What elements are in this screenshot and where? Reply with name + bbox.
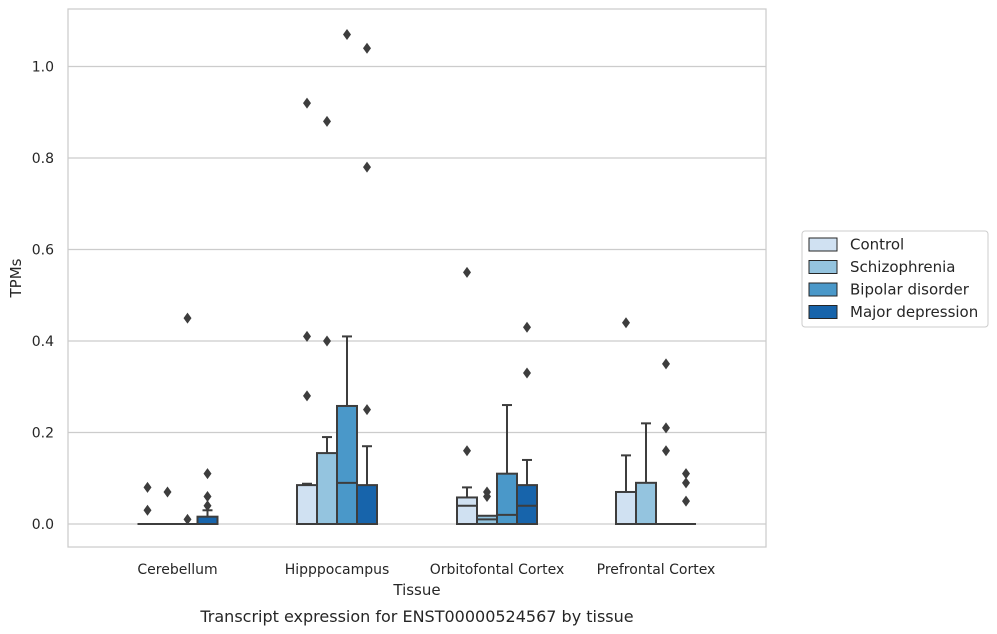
outlier-point [682,468,690,480]
outlier-point [463,266,471,278]
legend-swatch [808,305,838,319]
y-tick-label: 0.4 [32,334,54,350]
legend-swatch [808,282,838,297]
x-tick-label: Prefrontal Cortex [597,562,716,578]
outlier-point [622,317,630,329]
box-0-1 [296,482,318,525]
box-rect [296,484,318,525]
outlier-point [363,404,371,416]
outlier-point [363,161,371,173]
outlier-point [523,367,531,379]
outlier-point [682,477,690,489]
box-1-3 [635,422,657,526]
legend-label: Schizophrenia [850,258,955,276]
outliers [143,28,690,525]
outlier-point [183,312,192,324]
box-rect [356,484,378,525]
outlier-point [343,28,351,40]
box-rect [336,404,358,525]
outlier-point [303,390,311,402]
box-rect [456,496,478,525]
gridlines [68,65,766,525]
outlier-point [662,445,670,457]
box-rect [316,452,338,525]
y-tick-label: 0.2 [32,426,54,442]
outlier-point [183,513,192,525]
x-axis-title: Tissue [392,581,440,599]
box-rect [635,481,657,526]
outlier-point [143,504,152,516]
box-rect [615,490,637,526]
box-3-1 [356,445,378,525]
box-0-2 [456,486,478,525]
box-rect [496,472,518,525]
legend-swatch [808,260,838,274]
y-axis-title: TPMs [7,258,25,298]
legend: Control Schizophrenia Bipolar disorder Majo… [801,230,989,328]
outlier-point [303,97,311,109]
plot-frame [67,8,767,548]
legend-label: Bipolar disorder [850,281,970,299]
legend-swatch [808,237,838,252]
x-tick-label: Orbitofontal Cortex [430,562,565,578]
box-2-2 [496,404,518,525]
outlier-point [323,335,331,347]
chart-caption: Transcript expression for ENST0000052456… [199,607,633,626]
x-tick-label: Cerebellum [137,562,217,578]
outlier-point [203,468,212,480]
outlier-point [363,42,371,54]
box-3-0 [196,509,219,525]
box-0-3 [615,454,637,526]
x-tick-label: Hipppocampus [285,562,390,578]
outlier-point [203,500,212,512]
box-1-2 [476,514,498,526]
boxes [137,335,696,526]
outlier-point [523,321,531,333]
legend-frame [801,230,989,328]
outlier-point [323,115,331,127]
outlier-point [463,445,471,457]
outlier-point [483,491,491,503]
box-2-1 [336,335,358,525]
outlier-point [303,330,311,342]
y-tick-label: 0.8 [32,151,54,167]
outlier-point [662,422,670,434]
box-rect [516,484,538,525]
outlier-point [163,486,172,498]
y-tick-label: 1.0 [32,60,54,76]
y-tick-labels: 0.0 0.2 0.4 0.6 0.8 1.0 [32,60,54,534]
outlier-point [662,358,670,370]
outlier-point [682,495,690,507]
outlier-point [143,481,152,493]
box-rect [196,515,219,525]
box-3-2 [516,458,538,525]
box-1-1 [316,436,338,525]
legend-label: Control [850,236,904,254]
legend-label: Major depression [850,303,978,321]
y-tick-label: 0.0 [32,517,54,533]
outlier-point [203,491,212,503]
y-tick-label: 0.6 [32,243,54,259]
x-tick-labels: Cerebellum Hipppocampus Orbitofontal Corte… [137,562,715,578]
